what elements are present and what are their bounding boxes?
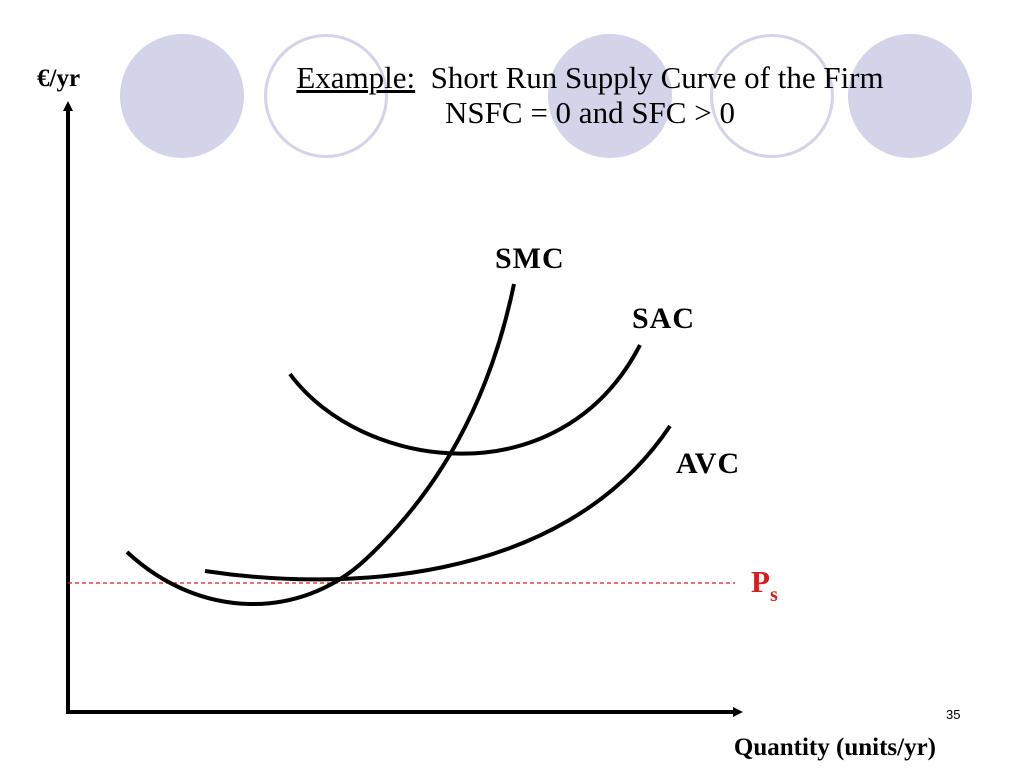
- y-axis-label: €/yr: [37, 65, 80, 92]
- decorative-circle-filled: [548, 34, 672, 158]
- slide-title: Example: Short Run Supply Curve of the F…: [180, 60, 1000, 130]
- page-number: 35: [946, 707, 960, 722]
- smc-curve: [125, 283, 516, 607]
- decorative-circle-ring: [264, 34, 388, 158]
- sac-label: SAC: [632, 302, 695, 335]
- smc-label: SMC: [495, 242, 565, 275]
- decorative-circle-filled: [848, 34, 972, 158]
- x-axis-label: Quantity (units/yr): [734, 734, 936, 761]
- avc-label: AVC: [676, 447, 740, 480]
- slide-subtitle: NSFC = 0 and SFC > 0: [445, 95, 735, 130]
- price-label-main: P: [751, 564, 770, 599]
- sac-curve: [288, 344, 642, 456]
- avc-curve: [204, 424, 672, 582]
- title-text: Short Run Supply Curve of the Firm: [430, 60, 884, 95]
- price-label: Ps: [751, 564, 778, 606]
- decorative-circle-ring: [710, 34, 834, 158]
- title-keyword: Example:: [296, 60, 416, 95]
- title-line: Example: Short Run Supply Curve of the F…: [180, 60, 1000, 95]
- price-label-subscript: s: [770, 584, 778, 606]
- decorative-circle-filled: [120, 34, 244, 158]
